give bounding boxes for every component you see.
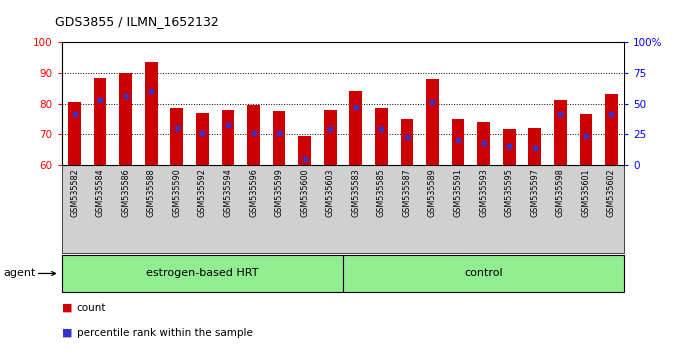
Text: GSM535601: GSM535601	[582, 168, 591, 217]
Text: estrogen-based HRT: estrogen-based HRT	[146, 268, 259, 279]
Bar	[247, 105, 260, 165]
Text: GSM535589: GSM535589	[428, 168, 437, 217]
Bar	[605, 95, 618, 165]
Text: GSM535585: GSM535585	[377, 168, 386, 217]
Text: ■: ■	[62, 303, 72, 313]
Text: GSM535599: GSM535599	[274, 168, 283, 217]
Bar	[451, 119, 464, 165]
Text: GSM535583: GSM535583	[351, 168, 360, 217]
Bar	[298, 136, 311, 165]
Text: ■: ■	[62, 328, 72, 338]
Text: GSM535594: GSM535594	[224, 168, 233, 217]
Bar	[375, 108, 388, 165]
Bar	[94, 78, 106, 165]
Text: GSM535586: GSM535586	[121, 168, 130, 217]
Text: GSM535596: GSM535596	[249, 168, 258, 217]
Text: GSM535597: GSM535597	[530, 168, 539, 217]
Bar	[554, 101, 567, 165]
Text: GSM535587: GSM535587	[403, 168, 412, 217]
Text: GSM535592: GSM535592	[198, 168, 207, 217]
Bar	[196, 113, 209, 165]
Text: GSM535600: GSM535600	[300, 168, 309, 217]
Text: GSM535590: GSM535590	[172, 168, 181, 217]
Bar	[349, 91, 362, 165]
Bar	[580, 114, 592, 165]
Bar	[503, 130, 516, 165]
Text: GSM535593: GSM535593	[479, 168, 488, 217]
Text: control: control	[464, 268, 503, 279]
Text: GSM535603: GSM535603	[326, 168, 335, 217]
Bar	[222, 110, 235, 165]
Text: percentile rank within the sample: percentile rank within the sample	[77, 328, 252, 338]
Text: GSM535591: GSM535591	[453, 168, 462, 217]
Text: count: count	[77, 303, 106, 313]
Bar	[477, 122, 490, 165]
Bar	[68, 102, 81, 165]
Bar	[145, 62, 158, 165]
Text: GSM535598: GSM535598	[556, 168, 565, 217]
Bar	[426, 79, 439, 165]
Text: GSM535595: GSM535595	[505, 168, 514, 217]
Bar	[170, 108, 183, 165]
Bar	[401, 119, 413, 165]
Text: agent: agent	[3, 268, 36, 279]
Bar	[273, 111, 285, 165]
Text: GSM535582: GSM535582	[70, 168, 79, 217]
Text: GSM535588: GSM535588	[147, 168, 156, 217]
Bar	[119, 73, 132, 165]
Text: GSM535584: GSM535584	[95, 168, 104, 217]
Bar	[528, 128, 541, 165]
Bar	[324, 110, 337, 165]
Text: GDS3855 / ILMN_1652132: GDS3855 / ILMN_1652132	[55, 15, 219, 28]
Text: GSM535602: GSM535602	[607, 168, 616, 217]
